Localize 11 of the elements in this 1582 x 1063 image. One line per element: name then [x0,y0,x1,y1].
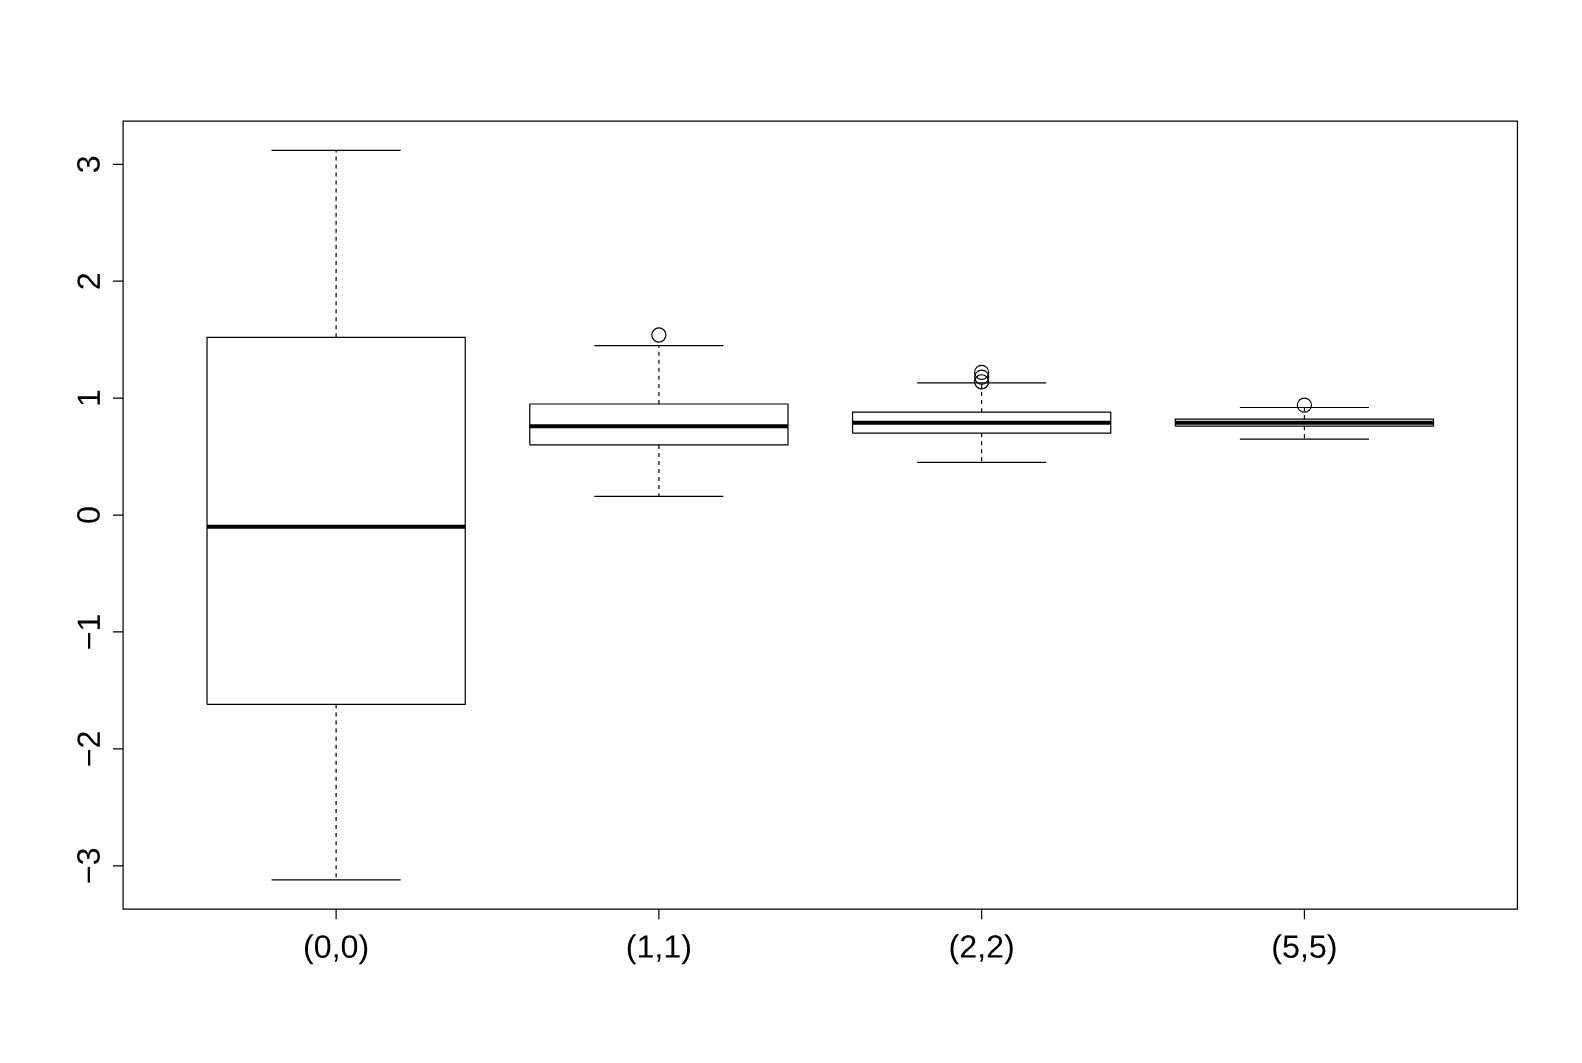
x-tick-label: (5,5) [1273,934,1336,965]
x-tick-label: (2,2) [950,934,1013,965]
y-tick-label: 3 [77,156,100,172]
y-tick-label: −1 [77,615,100,649]
y-tick-label: 0 [77,507,100,523]
y-tick-label: 2 [77,273,100,289]
x-tick-label: (1,1) [627,934,690,965]
y-tick-label: 1 [77,390,100,405]
y-tick-label: −2 [77,731,100,766]
x-tick-label: (0,0) [305,934,368,965]
y-tick-label: −3 [77,848,100,883]
